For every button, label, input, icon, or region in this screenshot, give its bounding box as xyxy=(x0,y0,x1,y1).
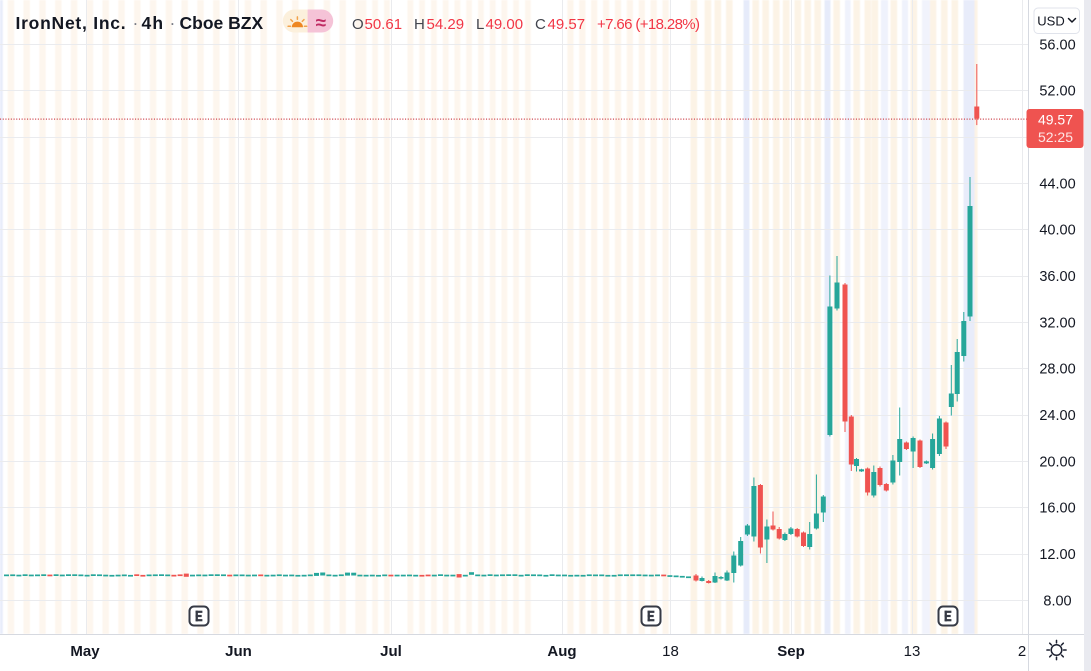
svg-text:Sep: Sep xyxy=(777,643,805,660)
svg-text:44.00: 44.00 xyxy=(1039,176,1075,192)
svg-text:8.00: 8.00 xyxy=(1043,593,1071,609)
svg-text:2: 2 xyxy=(1018,643,1026,660)
svg-text:49.57: 49.57 xyxy=(1038,112,1073,128)
svg-text:36.00: 36.00 xyxy=(1039,269,1075,285)
svg-text:13: 13 xyxy=(904,643,921,660)
svg-text:Aug: Aug xyxy=(547,643,576,660)
svg-text:24.00: 24.00 xyxy=(1039,408,1075,424)
svg-text:20.00: 20.00 xyxy=(1039,454,1075,470)
svg-text:IronNet, Inc.·4h·Cboe BZX: IronNet, Inc. · 4h · Cboe BZX xyxy=(16,13,264,33)
svg-text:18: 18 xyxy=(662,643,679,660)
svg-text:Jun: Jun xyxy=(225,643,252,660)
svg-text:≈: ≈ xyxy=(316,13,327,34)
svg-text:52:25: 52:25 xyxy=(1038,129,1073,145)
svg-text:32.00: 32.00 xyxy=(1039,315,1075,331)
svg-text:USD: USD xyxy=(1037,14,1064,29)
svg-text:Jul: Jul xyxy=(380,643,402,660)
svg-text:40.00: 40.00 xyxy=(1039,223,1075,239)
svg-text:28.00: 28.00 xyxy=(1039,362,1075,378)
svg-text:56.00: 56.00 xyxy=(1039,37,1075,53)
svg-text:52.00: 52.00 xyxy=(1039,84,1075,100)
svg-text:16.00: 16.00 xyxy=(1039,501,1075,517)
svg-text:May: May xyxy=(70,643,100,660)
svg-text:12.00: 12.00 xyxy=(1039,547,1075,563)
